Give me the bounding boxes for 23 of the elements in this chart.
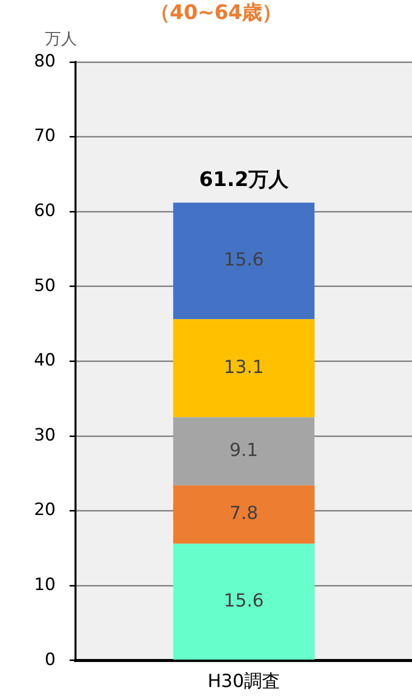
total-label: 61.2万人 (199, 166, 290, 191)
x-tick-label: H30調査 (208, 670, 280, 692)
data-label: 7.8 (229, 503, 258, 524)
chart-title: （40~64歳） (150, 0, 282, 24)
y-tick-label: 0 (44, 650, 56, 670)
y-tick-label: 60 (34, 201, 56, 222)
y-tick-label: 30 (34, 425, 56, 446)
data-label: 15.6 (224, 250, 264, 271)
bar (173, 544, 314, 660)
y-tick-label: 10 (34, 575, 56, 596)
y-axis-title: 万人 (45, 29, 77, 48)
bar (173, 319, 314, 418)
y-tick-label: 40 (34, 350, 56, 371)
y-tick-label: 20 (34, 500, 56, 520)
data-label: 15.6 (224, 590, 264, 612)
bar (173, 202, 314, 320)
bar (173, 485, 314, 544)
y-tick-label: 50 (34, 276, 56, 296)
data-label: 9.1 (229, 440, 258, 462)
y-tick-label: 70 (34, 126, 56, 146)
bar (173, 417, 314, 486)
y-tick-label: 80 (34, 51, 56, 72)
data-label: 13.1 (224, 356, 264, 378)
